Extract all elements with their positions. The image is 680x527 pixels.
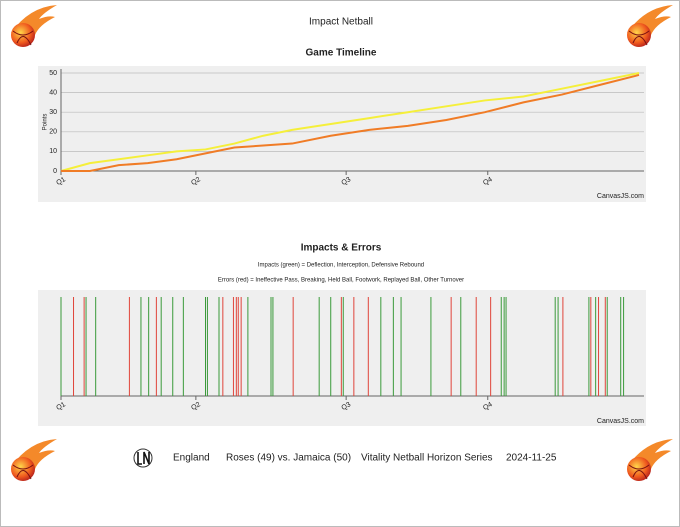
- y-tick-label: 40: [49, 89, 57, 96]
- footer-date: 2024-11-25: [506, 453, 557, 464]
- chart-subtitle: Impacts (green) = Deflection, Intercepti…: [258, 263, 424, 269]
- footer-series: Vitality Netball Horizon Series: [361, 453, 493, 464]
- logo-icon: [10, 4, 58, 48]
- footer-logo: [133, 448, 153, 468]
- logo-icon: [10, 438, 58, 482]
- x-tick-label: Q4: [482, 176, 494, 187]
- page-title: Impact Netball: [309, 17, 373, 28]
- x-tick-label: Q3: [340, 176, 352, 187]
- y-tick-label: 0: [53, 168, 57, 175]
- chart-title: Impacts & Errors: [301, 243, 382, 254]
- plot-background: [38, 290, 646, 426]
- chart-subtitle: Errors (red) = Ineffective Pass, Breakin…: [218, 278, 464, 284]
- x-tick-label: Q2: [190, 176, 202, 187]
- x-tick-label: Q2: [190, 401, 202, 412]
- y-tick-label: 50: [49, 70, 57, 77]
- y-axis-title: Points: [43, 114, 49, 131]
- y-tick-label: 20: [49, 129, 57, 136]
- footer-match: Roses (49) vs. Jamaica (50): [226, 453, 351, 464]
- x-tick-label: Q1: [55, 401, 67, 412]
- credit: CanvasJS.com: [597, 418, 644, 425]
- series-line: [61, 73, 640, 172]
- logo-icon: [626, 438, 674, 482]
- credit: CanvasJS.com: [597, 193, 644, 200]
- footer-country: England: [173, 453, 210, 464]
- series-line: [60, 72, 640, 172]
- x-tick-label: Q4: [482, 401, 494, 412]
- x-tick-label: Q1: [55, 176, 67, 187]
- x-tick-label: Q3: [340, 401, 352, 412]
- y-tick-label: 30: [49, 109, 57, 116]
- y-tick-label: 10: [49, 148, 57, 155]
- chart-title: Game Timeline: [306, 48, 377, 59]
- logo-icon: [626, 4, 674, 48]
